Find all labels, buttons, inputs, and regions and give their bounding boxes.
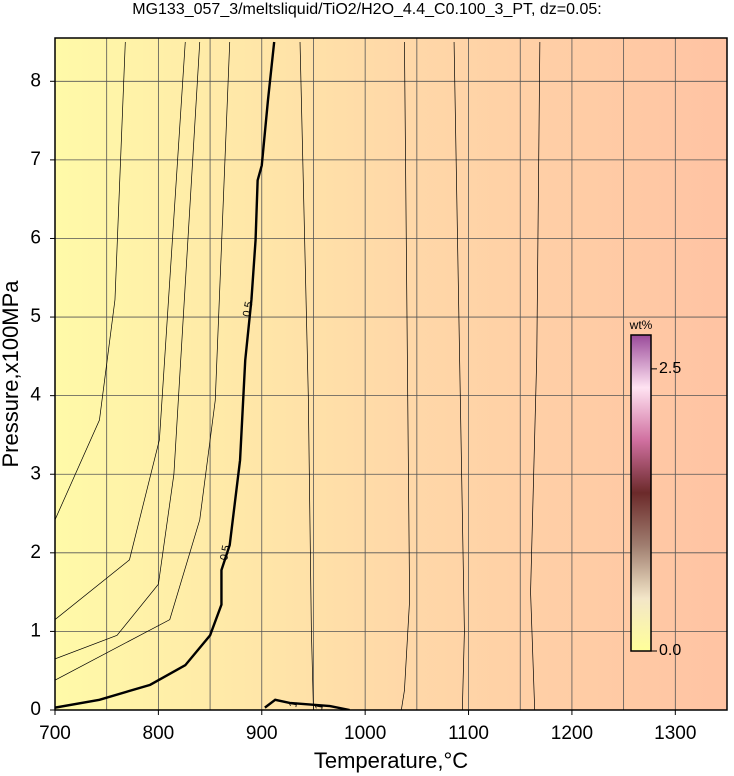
x-tick-label: 1300 (654, 723, 696, 744)
contour-1 (264, 698, 350, 710)
contour-label: 1 (313, 703, 326, 711)
colorbar-tick-label: 2.5 (659, 360, 681, 377)
x-tick-label: 1100 (448, 723, 489, 744)
contour-line (55, 41, 201, 660)
colorbar-label: wt% (629, 318, 653, 332)
plot-background (55, 38, 727, 710)
contour-line (55, 41, 186, 620)
y-tick-label: 0 (30, 699, 41, 720)
colorbar-tick-label: 0.0 (659, 642, 681, 659)
contour-label: 0.5 (218, 544, 232, 561)
y-tick-label: 2 (30, 542, 41, 563)
contour-line (400, 41, 410, 710)
y-tick-label: 1 (30, 620, 41, 641)
contour-line (55, 41, 126, 520)
y-tick-label: 3 (30, 463, 41, 484)
x-tick-label: 800 (143, 723, 175, 744)
y-tick-label: 7 (30, 149, 41, 170)
y-axis-label: Pressure,x100MPa (0, 280, 23, 468)
contour-line (453, 41, 465, 710)
x-tick-label: 700 (39, 723, 71, 744)
y-tick-label: 6 (30, 227, 41, 248)
contour-line (530, 41, 541, 710)
contour-label: 0.5 (241, 301, 255, 318)
contour-label: 1 (287, 700, 300, 708)
contour-line (55, 41, 231, 681)
x-axis-label: Temperature,°C (314, 748, 468, 773)
contour-0 (55, 41, 276, 709)
y-tick-label: 8 (30, 70, 41, 91)
x-tick-label: 900 (246, 723, 278, 744)
x-tick-label: 1200 (551, 723, 593, 744)
plot-frame (54, 37, 728, 711)
x-tick-label: 1000 (344, 723, 386, 744)
chart-title: MG133_057_3/meltsliquid/TiO2/H2O_4.4_C0.… (132, 1, 601, 18)
colorbar (630, 334, 652, 652)
y-tick-label: 5 (30, 306, 41, 327)
contour-line (299, 41, 314, 710)
plot-layer: 0.51 (55, 38, 727, 710)
y-tick-label: 4 (30, 385, 41, 406)
